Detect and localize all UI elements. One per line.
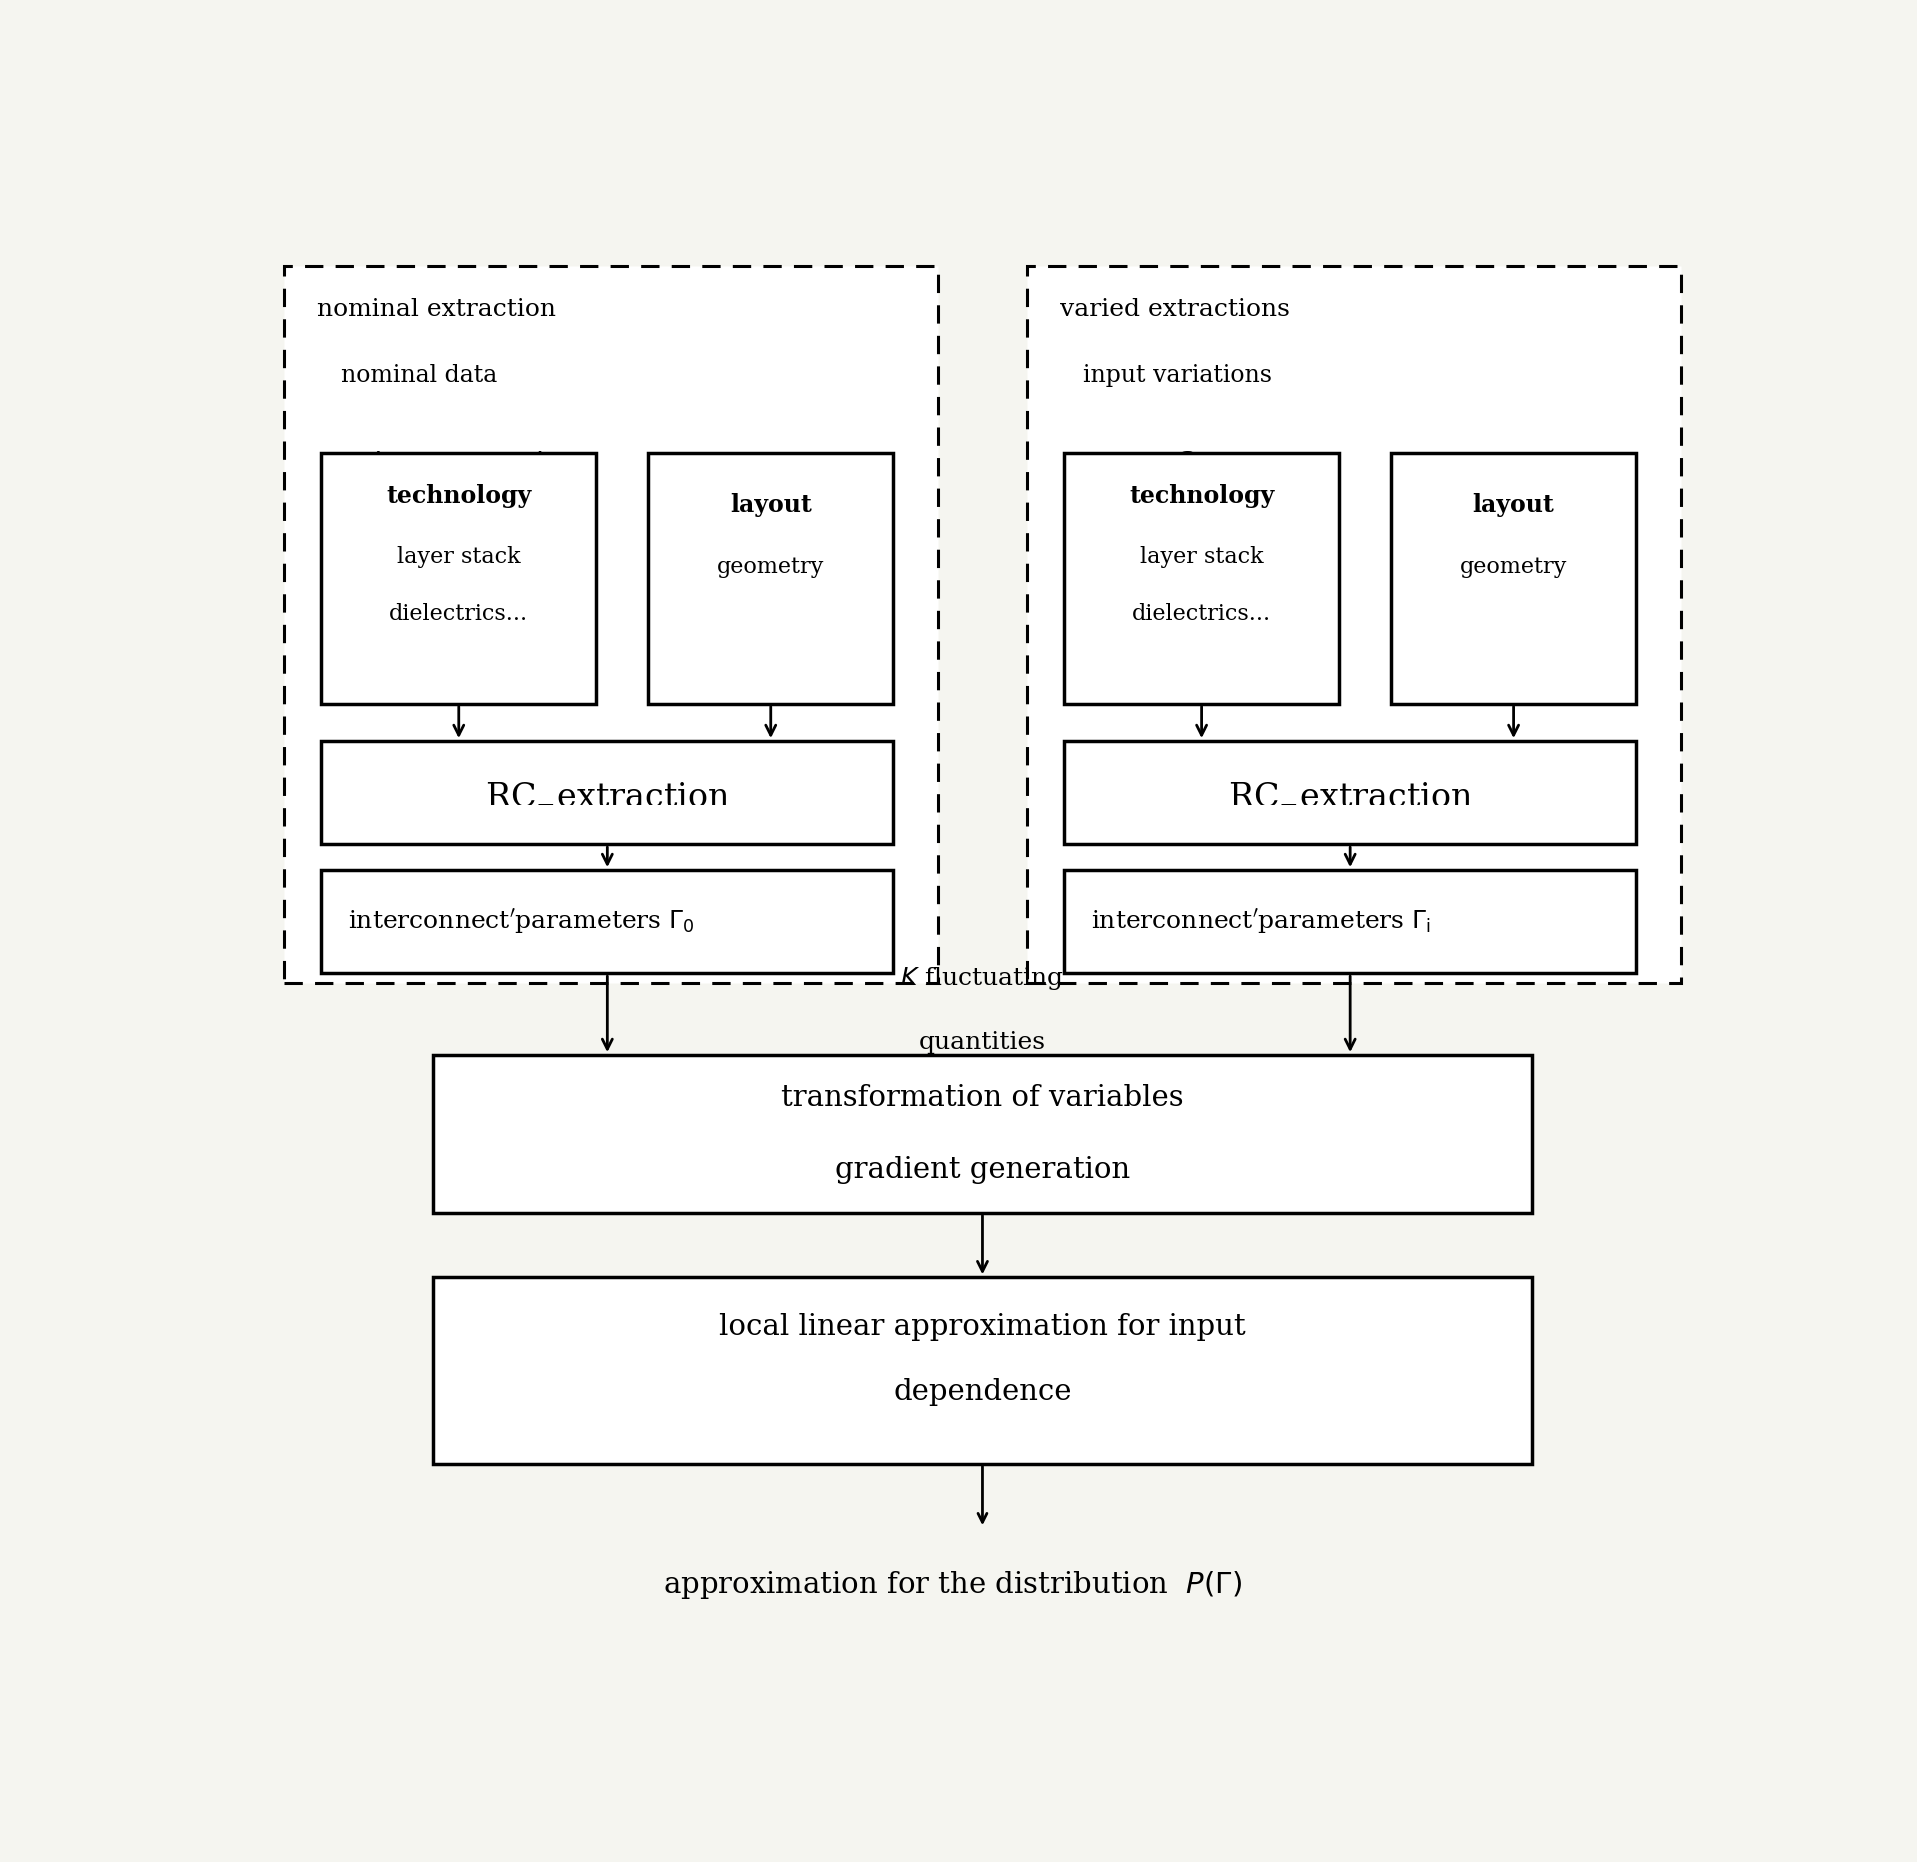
Bar	[1064, 452, 1340, 704]
Bar	[322, 870, 893, 974]
Bar	[284, 266, 937, 983]
Bar	[1392, 452, 1637, 704]
Text: $x_i\!=\!x_i\!+\!\delta x_i$: $x_i\!=\!x_i\!+\!\delta x_i$	[1064, 451, 1221, 482]
Text: $K$ fluctuating: $K$ fluctuating	[901, 965, 1064, 992]
Text: dielectrics...: dielectrics...	[389, 603, 529, 626]
Bar	[648, 452, 893, 704]
Bar	[1028, 266, 1681, 983]
Text: interconnect$\mathsf{'}$parameters $\Gamma_{\mathsf{0}}$: interconnect$\mathsf{'}$parameters $\Gam…	[349, 907, 694, 937]
Text: geometry: geometry	[717, 557, 824, 577]
Text: layout: layout	[1472, 493, 1555, 518]
Bar	[322, 741, 893, 843]
Text: layout: layout	[730, 493, 811, 518]
Text: input variations: input variations	[1083, 363, 1273, 387]
Bar	[322, 452, 596, 704]
Text: RC$_{\mathsf{-}}$extraction: RC$_{\mathsf{-}}$extraction	[1227, 776, 1472, 808]
Text: varied extractions: varied extractions	[1060, 298, 1290, 320]
Text: dependence: dependence	[893, 1378, 1072, 1406]
Text: approximation for the distribution  $P(\Gamma)$: approximation for the distribution $P(\G…	[663, 1570, 1242, 1601]
Text: technology: technology	[385, 484, 531, 508]
Bar	[1064, 870, 1637, 974]
Text: transformation of variables: transformation of variables	[780, 1084, 1185, 1112]
Text: layer stack: layer stack	[1141, 546, 1263, 568]
Text: layer stack: layer stack	[397, 546, 521, 568]
Bar	[1064, 741, 1637, 843]
Text: $x\!=\!\left(x_{\!1},\,...,\,x_{\!K}\right)$: $x\!=\!\left(x_{\!1},\,...,\,x_{\!K}\rig…	[322, 451, 548, 484]
Text: geometry: geometry	[1461, 557, 1568, 577]
Text: interconnect$\mathsf{'}$parameters $\Gamma_{\mathsf{i}}$: interconnect$\mathsf{'}$parameters $\Gam…	[1091, 907, 1430, 937]
Text: gradient generation: gradient generation	[836, 1156, 1129, 1184]
Text: nominal extraction: nominal extraction	[316, 298, 556, 320]
Text: RC$_{\mathsf{-}}$extraction: RC$_{\mathsf{-}}$extraction	[485, 776, 730, 808]
Text: dielectrics...: dielectrics...	[1133, 603, 1271, 626]
Bar	[433, 1056, 1532, 1212]
Text: quantities: quantities	[918, 1032, 1047, 1054]
Bar	[433, 1277, 1532, 1464]
Text: local linear approximation for input: local linear approximation for input	[719, 1313, 1246, 1341]
Text: technology: technology	[1129, 484, 1275, 508]
Text: nominal data: nominal data	[341, 363, 497, 387]
